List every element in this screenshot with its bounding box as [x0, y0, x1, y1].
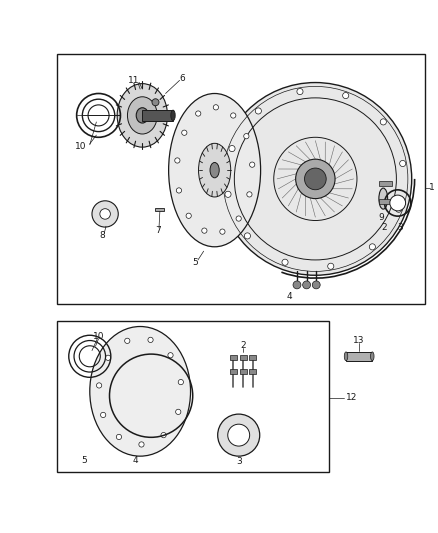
- Ellipse shape: [171, 110, 175, 120]
- Circle shape: [303, 281, 311, 289]
- Polygon shape: [379, 199, 392, 204]
- Ellipse shape: [344, 352, 348, 361]
- Circle shape: [106, 355, 111, 360]
- Polygon shape: [230, 354, 237, 360]
- Circle shape: [297, 88, 303, 95]
- Ellipse shape: [136, 108, 148, 123]
- Circle shape: [219, 83, 412, 275]
- Circle shape: [161, 432, 166, 438]
- Polygon shape: [155, 208, 164, 211]
- Text: 2: 2: [240, 341, 246, 350]
- Circle shape: [228, 424, 250, 446]
- Circle shape: [186, 213, 191, 219]
- Circle shape: [343, 93, 349, 99]
- Circle shape: [255, 108, 261, 114]
- Text: 5: 5: [192, 257, 198, 266]
- Polygon shape: [240, 368, 247, 374]
- Circle shape: [176, 409, 181, 415]
- Polygon shape: [240, 354, 247, 360]
- Text: 8: 8: [99, 231, 105, 240]
- Circle shape: [125, 338, 130, 343]
- Circle shape: [296, 159, 335, 199]
- Circle shape: [196, 111, 201, 116]
- Polygon shape: [230, 368, 237, 374]
- Text: 4: 4: [286, 292, 292, 301]
- Circle shape: [96, 383, 102, 388]
- Circle shape: [282, 259, 288, 265]
- Ellipse shape: [127, 97, 157, 134]
- Polygon shape: [379, 181, 392, 186]
- Ellipse shape: [169, 93, 261, 247]
- Text: 6: 6: [179, 74, 185, 83]
- Circle shape: [177, 188, 182, 193]
- Text: 2: 2: [381, 223, 386, 231]
- Polygon shape: [249, 354, 256, 360]
- Ellipse shape: [198, 143, 231, 197]
- Text: 12: 12: [346, 393, 357, 402]
- Polygon shape: [142, 110, 173, 120]
- Polygon shape: [249, 368, 256, 374]
- Circle shape: [213, 104, 219, 110]
- Ellipse shape: [90, 327, 191, 456]
- Circle shape: [304, 168, 326, 190]
- Circle shape: [182, 130, 187, 135]
- Circle shape: [244, 134, 249, 139]
- Circle shape: [328, 263, 334, 269]
- Text: 11: 11: [128, 76, 139, 85]
- Text: 9: 9: [378, 213, 384, 222]
- Circle shape: [139, 442, 144, 447]
- Circle shape: [178, 379, 184, 385]
- Circle shape: [220, 229, 225, 235]
- Circle shape: [218, 414, 260, 456]
- Circle shape: [225, 191, 231, 197]
- Circle shape: [101, 413, 106, 417]
- Circle shape: [380, 119, 386, 125]
- Circle shape: [168, 353, 173, 358]
- Circle shape: [117, 434, 122, 440]
- Circle shape: [202, 228, 207, 233]
- Text: 10: 10: [75, 142, 87, 150]
- Circle shape: [399, 160, 406, 167]
- Circle shape: [250, 162, 255, 167]
- Circle shape: [390, 195, 406, 211]
- Circle shape: [148, 337, 153, 343]
- Text: 3: 3: [397, 223, 403, 231]
- Text: 3: 3: [236, 457, 242, 466]
- Circle shape: [229, 146, 235, 151]
- Circle shape: [247, 192, 252, 197]
- Circle shape: [100, 209, 110, 219]
- Ellipse shape: [371, 352, 374, 361]
- Text: 5: 5: [81, 456, 88, 465]
- Circle shape: [231, 113, 236, 118]
- Text: 10: 10: [93, 332, 104, 341]
- Circle shape: [175, 158, 180, 163]
- Ellipse shape: [379, 188, 388, 209]
- Text: 4: 4: [132, 456, 138, 465]
- Circle shape: [244, 233, 251, 239]
- Circle shape: [92, 201, 118, 227]
- Circle shape: [396, 206, 402, 212]
- Ellipse shape: [117, 84, 167, 147]
- Polygon shape: [346, 352, 372, 361]
- Circle shape: [312, 281, 320, 289]
- Circle shape: [293, 281, 301, 289]
- Circle shape: [236, 216, 241, 221]
- Circle shape: [152, 99, 159, 106]
- Text: 1: 1: [428, 183, 434, 192]
- Circle shape: [369, 244, 375, 250]
- Text: 13: 13: [353, 336, 365, 345]
- Ellipse shape: [210, 163, 219, 178]
- Text: 7: 7: [155, 226, 161, 235]
